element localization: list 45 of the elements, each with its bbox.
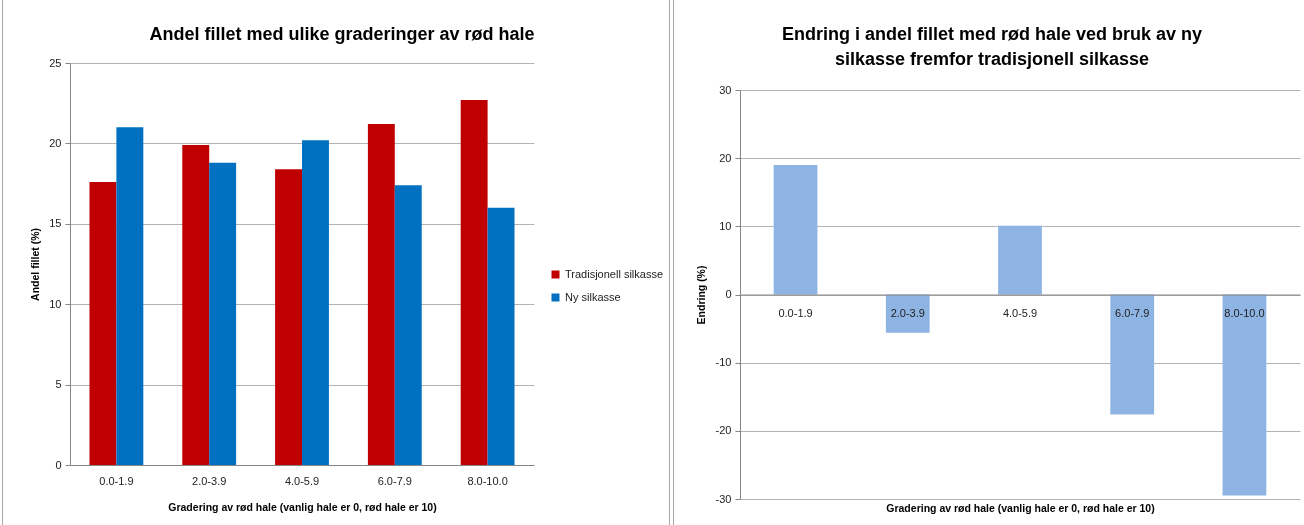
y-axis-title: Endring (%): [694, 265, 707, 325]
y-tick-label: -20: [715, 424, 732, 437]
x-tick-label: 4.0-5.9: [284, 474, 320, 487]
x-tick-label: 6.0-7.9: [1115, 307, 1150, 319]
y-tick-label: 30: [719, 83, 732, 96]
y-tick-label: 15: [49, 217, 62, 230]
bar: [209, 162, 237, 465]
x-axis-title: Gradering av rød hale (vanlig hale er 0, rød hale er 10): [886, 501, 1155, 514]
bar: [182, 145, 210, 465]
y-tick-label: 5: [55, 378, 62, 391]
y-tick-label: 0: [725, 288, 732, 300]
bar: [998, 225, 1042, 295]
bar: [487, 207, 515, 465]
y-tick-label: 20: [49, 136, 62, 149]
y-tick-label: 10: [49, 297, 62, 310]
x-tick-label: 8.0-10.0: [467, 474, 508, 487]
x-tick-label: 0.0-1.9: [778, 307, 813, 319]
y-axis-title: Andel fillet (%): [29, 228, 42, 301]
x-tick-label: 8.0-10.0: [1224, 307, 1265, 319]
y-tick-label: 0: [55, 458, 62, 471]
legend-label: Tradisjonell silkasse: [565, 267, 664, 280]
x-tick-label: 2.0-3.9: [192, 474, 227, 487]
chart-title: Endring i andel fillet med rød hale ved bruk av ny silkasse fremfor tradisjonell silkasse: [781, 24, 1203, 69]
x-tick-label: 2.0-3.9: [890, 307, 925, 319]
x-tick-label: 0.0-1.9: [99, 474, 134, 487]
bar: [773, 164, 818, 295]
bar: [275, 169, 302, 465]
y-tick-label: 10: [719, 219, 732, 232]
legend-label: Ny silkasse: [565, 290, 621, 303]
chart-title: Andel fillet med ulike graderinger av rød hale: [149, 24, 535, 44]
bar: [394, 185, 422, 465]
bar: [460, 99, 488, 465]
bar: [89, 181, 117, 465]
y-tick-label: -30: [715, 492, 732, 505]
bar: [367, 124, 395, 465]
bar: [116, 127, 144, 465]
y-tick-label: 20: [719, 151, 732, 164]
x-tick-label: 6.0-7.9: [377, 474, 412, 487]
x-tick-label: 4.0-5.9: [1002, 307, 1038, 319]
bar: [302, 140, 329, 465]
bar: [1222, 294, 1267, 496]
x-axis-title: Gradering av rød hale (vanlig hale er 0, rød hale er 10): [168, 500, 437, 513]
y-tick-label: -10: [715, 356, 732, 369]
y-tick-label: 25: [49, 56, 62, 69]
bar: [1110, 294, 1155, 415]
